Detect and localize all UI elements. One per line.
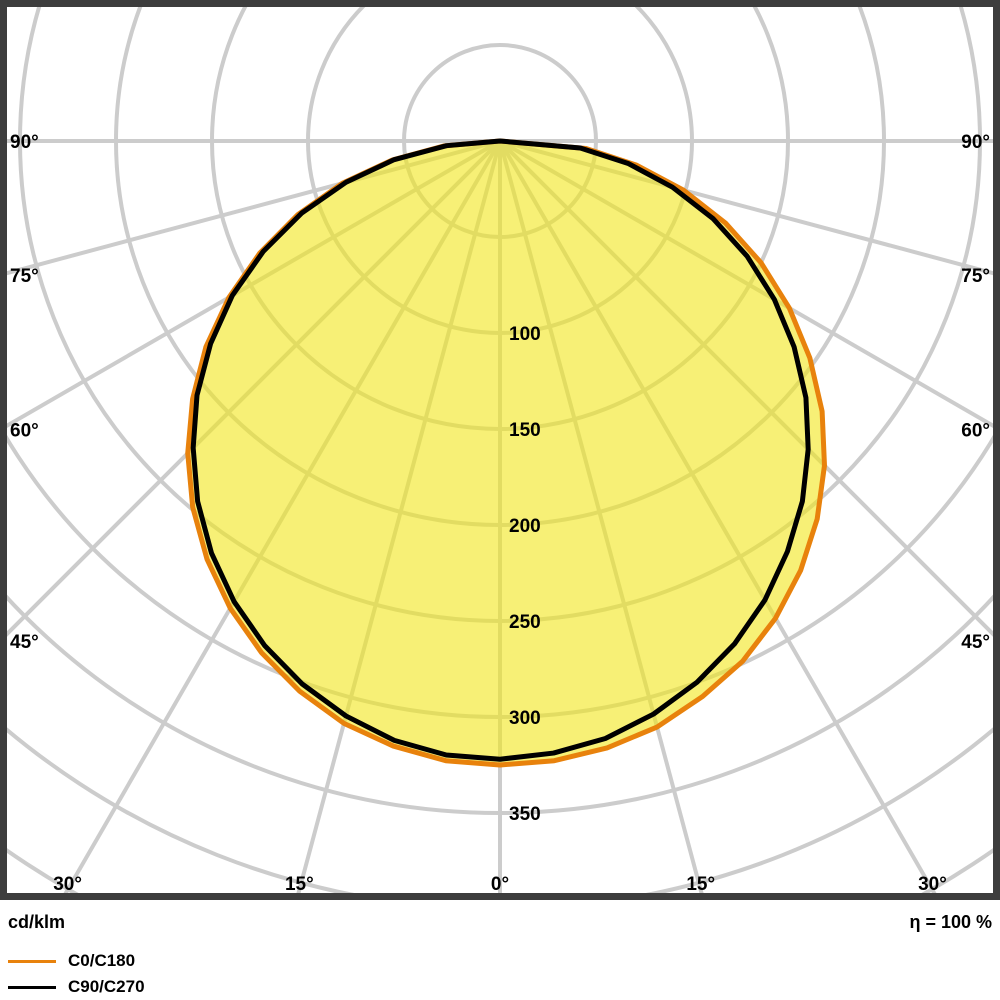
radial-tick-label: 200 [509,516,541,537]
radial-tick-label: 100 [509,324,541,345]
radial-tick-labels: 100 150 200 250 300 350 [509,324,541,825]
angle-tick-label-right: 60° [961,421,990,442]
unit-label: cd/klm [8,912,66,932]
angle-tick-label-left: 75° [10,266,39,287]
angle-tick-label-left: 45° [10,632,39,653]
radial-tick-label: 250 [509,612,541,633]
radial-tick-label: 300 [509,708,541,729]
angle-tick-label-bottom: 15° [285,874,314,895]
plot-frame-border [0,0,1000,900]
legend-item-c90-c270: C90/C270 [8,974,408,1000]
angle-tick-label-bottom: 30° [53,874,82,895]
legend-swatch-c90-c270-icon [8,985,56,989]
legend: C0/C180 C90/C270 [8,948,408,1000]
polar-plot-svg: 100 150 200 250 300 350 90° 90° 75° 75° 60° 60° 45°… [0,0,1000,900]
angle-tick-label-bottom: 0° [491,874,509,895]
angle-tick-label-right: 45° [961,632,990,653]
diagram-footer: cd/klm η = 100 % C0/C180 C90/C270 [0,900,1000,1000]
angle-tick-label-right: 90° [961,132,990,153]
radial-tick-label: 350 [509,804,541,825]
radial-tick-label: 150 [509,420,541,441]
distribution-curves [185,138,827,768]
legend-label-c90-c270: C90/C270 [68,977,145,996]
angle-tick-labels: 90° 90° 75° 75° 60° 60° 45° 45° 30° 15° 0° 15° 30° [10,132,990,895]
legend-label-c0-c180: C0/C180 [68,951,136,970]
angle-tick-label-bottom: 30° [918,874,947,895]
angle-tick-label-left: 90° [10,132,39,153]
footer-row: cd/klm η = 100 % [0,912,1000,938]
efficiency-label: η = 100 % [909,912,992,932]
angle-tick-label-left: 60° [10,421,39,442]
legend-swatch-c0-c180-icon [8,959,56,963]
angle-tick-label-bottom: 15° [686,874,715,895]
legend-item-c0-c180: C0/C180 [8,948,408,974]
polar-plot-area: 100 150 200 250 300 350 90° 90° 75° 75° 60° 60° 45°… [0,0,1000,900]
angle-tick-label-right: 75° [961,266,990,287]
